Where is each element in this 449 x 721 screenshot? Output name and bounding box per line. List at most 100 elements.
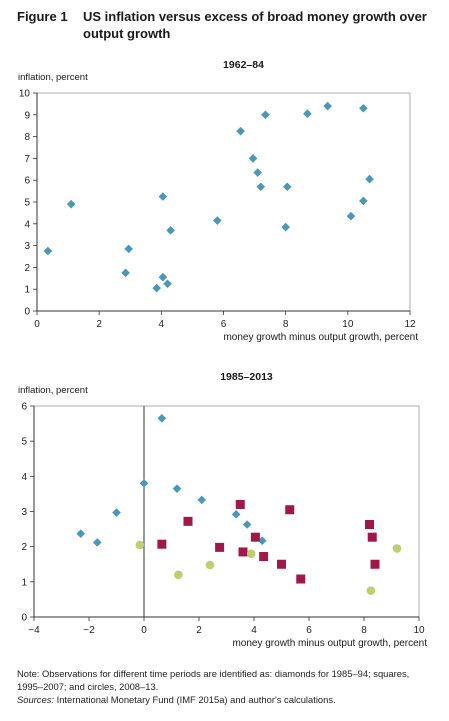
y-tick-label: 9 bbox=[24, 110, 30, 121]
x-tick-label: 10 bbox=[342, 319, 354, 330]
circle-point bbox=[246, 549, 256, 558]
diamond-point bbox=[158, 272, 168, 282]
circle-point bbox=[366, 586, 376, 595]
square-point bbox=[277, 559, 286, 569]
x-tick-label: −4 bbox=[28, 625, 40, 636]
diamond-point bbox=[359, 103, 368, 113]
diamond-point bbox=[121, 268, 130, 278]
y-tick-label: 0 bbox=[24, 307, 30, 318]
x-tick-label: 2 bbox=[196, 625, 202, 636]
x-tick-label: 6 bbox=[221, 319, 227, 330]
plot-frame bbox=[33, 405, 420, 618]
x-tick-label: 10 bbox=[413, 625, 425, 636]
diamond-point bbox=[248, 154, 258, 163]
x-tick-label: 4 bbox=[159, 319, 165, 330]
x-tick-label: −2 bbox=[83, 625, 95, 636]
x-tick-label: 4 bbox=[251, 625, 257, 636]
y-axis-label: inflation, percent bbox=[18, 72, 88, 83]
square-point bbox=[370, 559, 380, 569]
sources-label: Sources: bbox=[17, 694, 54, 705]
square-point bbox=[183, 516, 193, 526]
y-tick-label: 3 bbox=[24, 241, 30, 252]
diamond-point bbox=[303, 109, 312, 119]
y-tick-label: 6 bbox=[21, 402, 27, 413]
y-tick-label: 5 bbox=[24, 198, 30, 209]
square-point bbox=[367, 532, 377, 542]
y-tick-label: 4 bbox=[24, 219, 30, 230]
x-tick-label: 0 bbox=[141, 625, 147, 636]
square-point bbox=[215, 542, 225, 552]
square-point bbox=[238, 547, 248, 557]
diamond-point bbox=[365, 174, 374, 184]
circle-point bbox=[205, 560, 215, 570]
diamond-point bbox=[157, 414, 167, 423]
x-tick-label: 6 bbox=[306, 625, 312, 636]
diamond-point bbox=[166, 226, 175, 235]
diamond-point bbox=[359, 196, 368, 206]
x-axis-label: money growth minus output growth, percen… bbox=[232, 638, 427, 649]
chart-title: 1985–2013 bbox=[220, 371, 273, 383]
diamond-point bbox=[112, 508, 121, 517]
diamond-point bbox=[236, 126, 245, 136]
y-tick-label: 1 bbox=[21, 577, 27, 588]
square-point bbox=[296, 574, 306, 584]
y-tick-label: 10 bbox=[19, 89, 31, 100]
y-tick-label: 2 bbox=[24, 263, 30, 274]
diamond-point bbox=[158, 192, 168, 201]
y-tick-label: 4 bbox=[21, 472, 27, 483]
square-point bbox=[365, 520, 374, 530]
sources-line: Sources: International Monetary Fund (IM… bbox=[17, 693, 437, 706]
diamond-point bbox=[197, 495, 207, 505]
figure-label: Figure 1 bbox=[17, 9, 68, 24]
x-tick-label: 0 bbox=[34, 319, 40, 330]
circle-point bbox=[135, 540, 145, 550]
diamond-point bbox=[163, 279, 172, 289]
chart-1985-2013: 1985–2013 inflation, percent 0 1 2 3 4 5 6 −4 −2 0 2… bbox=[18, 371, 427, 649]
diamond-point bbox=[43, 246, 53, 256]
diamond-point bbox=[261, 110, 270, 120]
square-point bbox=[259, 552, 269, 562]
y-tick-label: 2 bbox=[21, 542, 27, 553]
diamond-point bbox=[92, 538, 102, 547]
diamond-point bbox=[139, 479, 149, 488]
diamond-point bbox=[124, 244, 133, 254]
note-text: Note: Observations for different time pe… bbox=[17, 668, 410, 692]
diamond-point bbox=[231, 510, 241, 519]
y-axis-label: inflation, percent bbox=[18, 385, 88, 396]
figure-title: US inflation versus excess of broad mone… bbox=[83, 9, 427, 41]
y-tick-label: 8 bbox=[24, 132, 30, 143]
diamond-point bbox=[323, 101, 332, 111]
y-tick-label: 1 bbox=[24, 285, 30, 296]
x-axis-label: money growth minus output growth, percen… bbox=[223, 332, 418, 343]
y-tick-label: 6 bbox=[24, 176, 30, 187]
diamond-point bbox=[172, 484, 182, 493]
square-point bbox=[235, 499, 245, 509]
figure-note: Note: Observations for different time pe… bbox=[17, 667, 437, 706]
sources-text: International Monetary Fund (IMF 2015a) … bbox=[54, 694, 336, 705]
x-tick-label: 12 bbox=[404, 319, 416, 330]
x-tick-label: 8 bbox=[361, 625, 367, 636]
diamond-point bbox=[257, 536, 267, 545]
circle-point bbox=[392, 544, 402, 553]
square-point bbox=[250, 532, 260, 542]
chart-title: 1962–84 bbox=[223, 59, 264, 71]
y-tick-label: 3 bbox=[21, 507, 27, 518]
diamond-point bbox=[256, 182, 266, 192]
plot-frame bbox=[36, 92, 411, 312]
diamond-point bbox=[66, 199, 76, 209]
diamond-point bbox=[281, 222, 290, 232]
circle-point bbox=[174, 570, 183, 580]
diamond-point bbox=[253, 168, 262, 177]
diamond-point bbox=[76, 529, 86, 538]
diamond-point bbox=[152, 283, 161, 293]
y-tick-label: 0 bbox=[21, 613, 27, 624]
y-tick-label: 7 bbox=[24, 154, 30, 165]
square-point bbox=[157, 539, 167, 549]
diamond-point bbox=[242, 520, 252, 529]
diamond-point bbox=[346, 211, 356, 221]
x-tick-label: 2 bbox=[96, 319, 102, 330]
diamond-point bbox=[282, 182, 292, 192]
y-tick-label: 5 bbox=[21, 437, 27, 448]
square-point bbox=[285, 505, 295, 515]
